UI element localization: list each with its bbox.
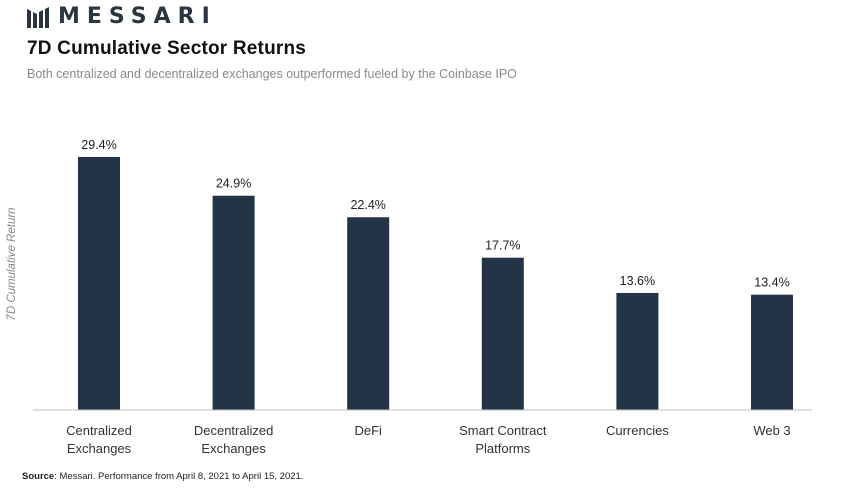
bar xyxy=(751,294,793,410)
data-label: 24.9% xyxy=(216,177,251,191)
x-tick-label: Exchanges xyxy=(201,441,266,456)
x-tick-label: Currencies xyxy=(606,423,669,438)
source-text: : Messari. Performance from April 8, 202… xyxy=(54,471,304,482)
x-tick-label: Exchanges xyxy=(67,441,132,456)
source-label: Source xyxy=(22,471,55,482)
brand-logo: MESSARI xyxy=(27,6,217,28)
x-tick-label: Web 3 xyxy=(753,423,790,438)
messari-logo-icon xyxy=(27,7,49,28)
x-tick-label: Smart Contract xyxy=(459,423,547,438)
source-note: Source: Messari. Performance from April … xyxy=(22,471,303,482)
data-label: 17.7% xyxy=(485,239,520,253)
chart-title: 7D Cumulative Sector Returns xyxy=(27,38,307,59)
x-tick-label: Decentralized xyxy=(194,423,274,438)
data-label: 13.6% xyxy=(620,274,655,288)
x-tick-label: Centralized xyxy=(66,423,132,438)
chart-subtitle: Both centralized and decentralized excha… xyxy=(27,67,517,81)
x-tick-label: DeFi xyxy=(354,423,382,438)
brand-name: MESSARI xyxy=(58,4,217,29)
data-label: 29.4% xyxy=(81,138,116,152)
data-label: 13.4% xyxy=(754,276,789,290)
bar xyxy=(78,157,120,410)
bar xyxy=(212,195,255,410)
data-label: 22.4% xyxy=(350,198,385,212)
x-tick-label: Platforms xyxy=(475,441,530,456)
bar xyxy=(616,292,659,410)
bar xyxy=(347,217,390,410)
bar xyxy=(481,257,524,410)
